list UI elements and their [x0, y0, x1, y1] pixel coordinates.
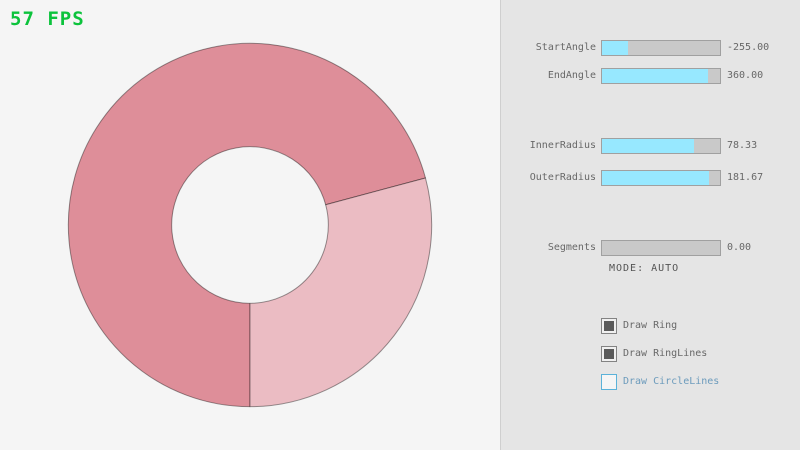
- startangle-label: StartAngle: [535, 42, 596, 53]
- innerradius-label: InnerRadius: [529, 140, 596, 151]
- startangle-value: -255.00: [727, 42, 770, 53]
- outerradius-row: OuterRadius 181.67: [501, 170, 800, 186]
- startangle-slider[interactable]: [601, 40, 721, 56]
- outerradius-label: OuterRadius: [529, 172, 596, 183]
- segments-row: Segments 0.00: [501, 240, 800, 256]
- endangle-row: EndAngle 360.00: [501, 68, 800, 84]
- innerradius-slider-fill: [602, 139, 695, 153]
- draw-ring-checkbox-box[interactable]: [601, 318, 617, 334]
- segments-mode-label: MODE: AUTO: [609, 263, 680, 274]
- ring-light-sector: [249, 177, 433, 408]
- draw-circlelines-checkbox-label: Draw CircleLines: [623, 376, 720, 387]
- segments-label: Segments: [547, 242, 596, 253]
- draw-ringlines-checkbox[interactable]: Draw RingLines: [601, 346, 781, 362]
- startangle-row: StartAngle -255.00: [501, 40, 800, 56]
- outerradius-value: 181.67: [727, 172, 764, 183]
- controls-panel: StartAngle -255.00 EndAngle 360.00 Inner…: [500, 0, 800, 450]
- draw-ringlines-checkbox-box[interactable]: [601, 346, 617, 362]
- draw-circlelines-checkbox[interactable]: Draw CircleLines: [601, 374, 781, 390]
- endangle-value: 360.00: [727, 70, 764, 81]
- innerradius-value: 78.33: [727, 140, 758, 151]
- segments-value: 0.00: [727, 242, 752, 253]
- innerradius-slider[interactable]: [601, 138, 721, 154]
- ring-dark-sector: [67, 42, 427, 408]
- draw-ring-checkbox-label: Draw Ring: [623, 320, 678, 331]
- outerradius-slider[interactable]: [601, 170, 721, 186]
- outerradius-slider-fill: [602, 171, 710, 185]
- fps-counter: 57 FPS: [10, 8, 85, 30]
- endangle-slider[interactable]: [601, 68, 721, 84]
- segments-slider[interactable]: [601, 240, 721, 256]
- innerradius-row: InnerRadius 78.33: [501, 138, 800, 154]
- draw-circlelines-checkbox-box[interactable]: [601, 374, 617, 390]
- startangle-slider-fill: [602, 41, 628, 55]
- draw-ringlines-checkbox-label: Draw RingLines: [623, 348, 708, 359]
- draw-ring-checkbox[interactable]: Draw Ring: [601, 318, 781, 334]
- endangle-slider-fill: [602, 69, 709, 83]
- endangle-label: EndAngle: [547, 70, 596, 81]
- ring-canvas: [67, 42, 433, 408]
